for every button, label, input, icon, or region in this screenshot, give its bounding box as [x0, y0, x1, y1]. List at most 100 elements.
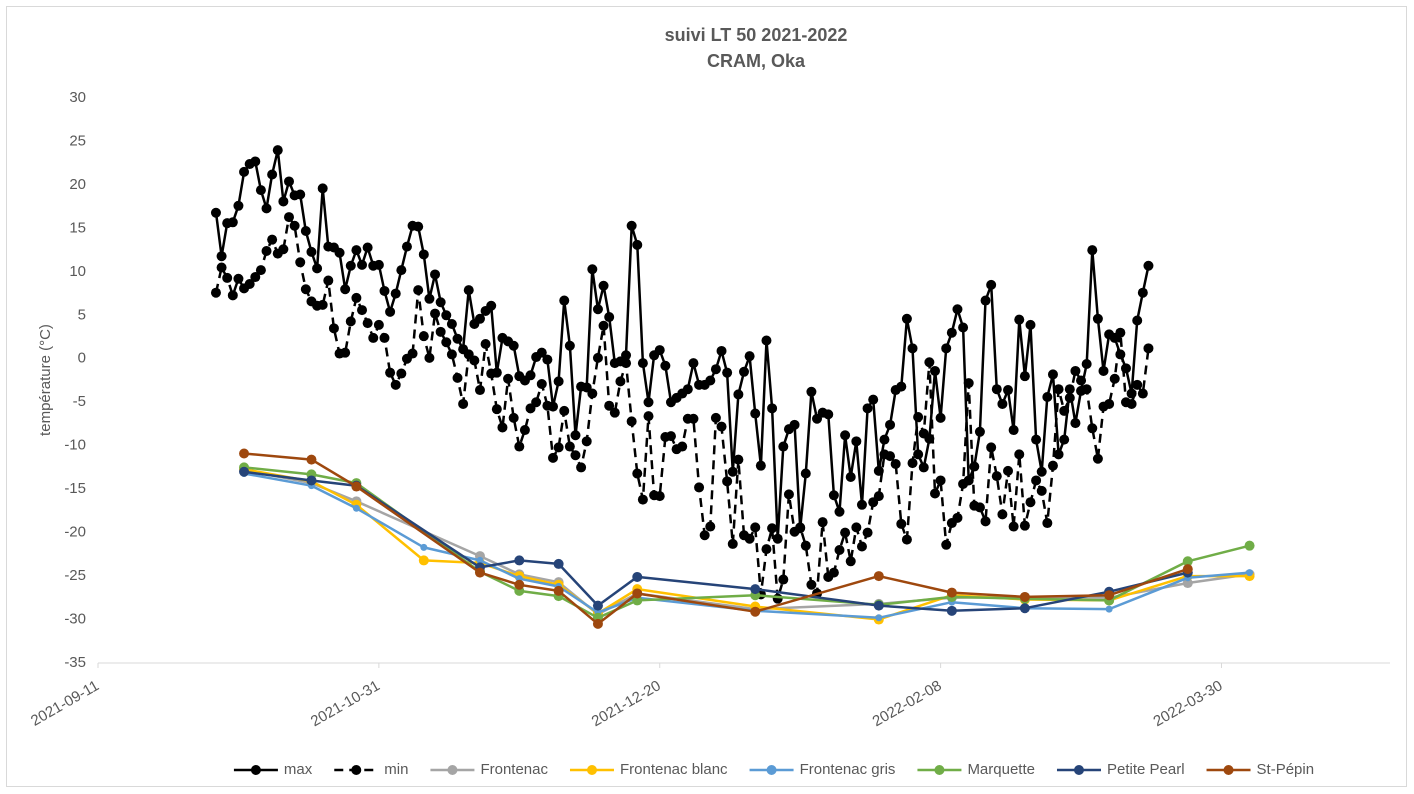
data-point [952, 512, 963, 523]
data-point [840, 430, 851, 441]
data-point [755, 460, 766, 471]
data-point [283, 176, 294, 187]
legend-item: St-Pépin [1206, 761, 1314, 778]
data-point [362, 318, 373, 329]
data-point [1008, 425, 1019, 436]
data-point [1042, 518, 1053, 529]
legend-item: max [233, 761, 313, 778]
data-point [778, 574, 789, 585]
legend-label: Petite Pearl [1107, 761, 1185, 778]
data-point [553, 558, 564, 569]
legend-item: Petite Pearl [1056, 761, 1185, 778]
data-point [227, 290, 238, 301]
data-point [390, 288, 401, 299]
data-point [553, 585, 564, 596]
data-point [1064, 392, 1075, 403]
data-point [767, 523, 778, 534]
data-point [542, 400, 553, 411]
data-point [536, 378, 547, 389]
data-point [727, 466, 738, 477]
data-point [688, 358, 699, 369]
y-tick-label: -5 [73, 393, 86, 410]
y-tick-label: 5 [78, 306, 86, 323]
y-tick-label: -25 [64, 567, 86, 584]
series-line [243, 472, 1250, 620]
data-point [340, 284, 351, 295]
data-point [1059, 405, 1070, 416]
data-point [373, 259, 384, 270]
data-point [1070, 365, 1081, 376]
data-point [255, 265, 266, 276]
data-point [1047, 369, 1058, 380]
data-point [1109, 373, 1120, 384]
data-point [255, 185, 266, 196]
data-point [632, 571, 643, 582]
data-point [722, 476, 733, 487]
data-point [873, 491, 884, 502]
data-point [682, 384, 693, 395]
y-tick-label: 30 [69, 89, 86, 106]
data-point [373, 319, 384, 330]
data-point [851, 436, 862, 447]
y-tick-label: 15 [69, 219, 86, 236]
legend-label: min [384, 761, 408, 778]
data-point [413, 221, 424, 232]
data-point [1132, 315, 1143, 326]
data-point [615, 376, 626, 387]
data-point [357, 305, 368, 316]
data-point [969, 461, 980, 472]
data-point [907, 343, 918, 354]
data-point [800, 540, 811, 551]
data-point [210, 207, 221, 218]
data-point [699, 530, 710, 541]
legend-label: Marquette [967, 761, 1035, 778]
data-point [379, 285, 390, 296]
y-tick-label: 25 [69, 132, 86, 149]
data-point [576, 462, 587, 473]
data-point [901, 313, 912, 324]
data-point [1137, 388, 1148, 399]
data-point [654, 491, 665, 502]
data-point [750, 584, 761, 595]
data-point [458, 398, 469, 409]
data-point [783, 489, 794, 500]
data-point [1070, 418, 1081, 429]
data-point [267, 169, 278, 180]
y-tick-label: 20 [69, 176, 86, 193]
data-point [991, 384, 1002, 395]
data-point [233, 273, 244, 284]
data-point [1025, 319, 1036, 330]
data-point [907, 458, 918, 469]
data-point [980, 295, 991, 306]
data-point [946, 605, 957, 616]
data-point [828, 567, 839, 578]
data-point [261, 203, 272, 214]
data-point [239, 448, 250, 459]
data-point [1087, 245, 1098, 256]
data-point [1042, 392, 1053, 403]
data-point [553, 442, 564, 453]
data-point [890, 458, 901, 469]
data-point [598, 320, 609, 331]
legend-marker [766, 765, 777, 775]
data-point [283, 212, 294, 223]
data-point [705, 521, 716, 532]
data-point [997, 398, 1008, 409]
data-point [216, 251, 227, 262]
data-point [632, 468, 643, 479]
data-point [828, 490, 839, 501]
data-point [430, 308, 441, 319]
data-point [604, 400, 615, 411]
data-point [974, 502, 985, 513]
data-point [1014, 314, 1025, 325]
data-point [929, 488, 940, 499]
data-point [592, 618, 603, 629]
data-point [216, 262, 227, 273]
data-point [722, 367, 733, 378]
data-point [856, 499, 867, 510]
data-point [385, 306, 396, 317]
data-point [564, 441, 575, 452]
data-point [424, 352, 435, 363]
data-point [1244, 540, 1255, 551]
data-point [845, 471, 856, 482]
